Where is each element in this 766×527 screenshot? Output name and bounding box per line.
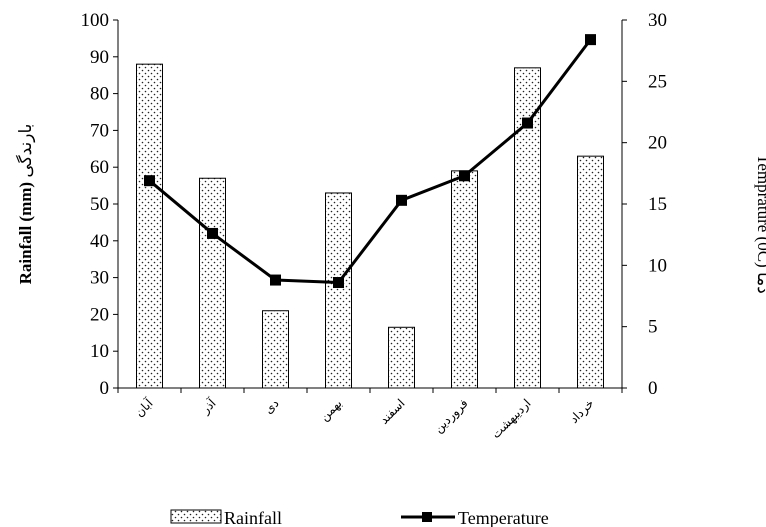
category-label: آذر bbox=[197, 395, 220, 418]
left-tick-label: 10 bbox=[90, 341, 109, 362]
right-tick-label: 5 bbox=[648, 317, 658, 338]
temperature-point bbox=[459, 170, 470, 182]
left-tick-label: 60 bbox=[90, 157, 109, 178]
right-tick-label: 0 bbox=[648, 378, 658, 399]
left-tick-label: 80 bbox=[90, 84, 109, 105]
right-axis-title-english: Temprature (0C) bbox=[754, 154, 766, 272]
left-tick-label: 30 bbox=[90, 268, 109, 289]
right-axis-title-persian: دما bbox=[754, 272, 766, 294]
left-axis-title: Rainfall (mm) بارندگی bbox=[15, 124, 36, 285]
temperature-point bbox=[144, 175, 155, 187]
left-tick-label: 50 bbox=[90, 194, 109, 215]
left-tick-label: 0 bbox=[100, 378, 110, 399]
left-tick-label: 90 bbox=[90, 47, 109, 68]
temperature-point bbox=[207, 227, 218, 239]
axis-titles: Rainfall (mm) بارندگی Temprature (0C) دما bbox=[15, 124, 766, 294]
temperature-line bbox=[148, 38, 592, 285]
legend-rainfall-swatch bbox=[170, 509, 222, 524]
right-axis-title: Temprature (0C) دما bbox=[754, 154, 766, 294]
left-axis-title-persian: بارندگی bbox=[15, 124, 36, 178]
temperature-point bbox=[585, 34, 596, 46]
left-tick-label: 40 bbox=[90, 231, 109, 252]
left-axis-title-english: Rainfall (mm) bbox=[16, 178, 35, 285]
rainfall-bar bbox=[136, 63, 163, 389]
legend-rainfall-label: Rainfall bbox=[224, 508, 282, 527]
category-label: آبان bbox=[131, 395, 156, 420]
category-label: فروردین bbox=[431, 396, 471, 436]
rainfall-bar bbox=[388, 326, 415, 389]
category-label: دی bbox=[261, 396, 281, 416]
temperature-point bbox=[396, 194, 407, 206]
temperature-point bbox=[270, 274, 281, 286]
right-tick-label: 30 bbox=[648, 10, 667, 31]
rainfall-bar bbox=[451, 170, 478, 389]
temperature-point bbox=[333, 277, 344, 289]
rainfall-bar bbox=[325, 192, 352, 389]
left-tick-label: 100 bbox=[81, 10, 110, 31]
legend-temperature-marker bbox=[422, 512, 432, 522]
category-label: بهمن bbox=[317, 396, 345, 424]
legend-temperature-label: Temperature bbox=[458, 508, 549, 527]
rainfall-bar bbox=[577, 155, 604, 389]
legend: Rainfall Temperature bbox=[170, 508, 549, 527]
rainfall-bar bbox=[514, 67, 541, 389]
right-tick-label: 25 bbox=[648, 71, 667, 92]
left-tick-label: 70 bbox=[90, 120, 109, 141]
rainfall-bar bbox=[262, 310, 289, 389]
temperature-point bbox=[522, 117, 533, 129]
rainfall-bar bbox=[199, 177, 226, 389]
category-label: خرداد bbox=[567, 396, 597, 426]
right-tick-label: 10 bbox=[648, 255, 667, 276]
category-label: اردیبهشت bbox=[489, 396, 535, 442]
right-tick-label: 15 bbox=[648, 194, 667, 215]
category-label: اسفند bbox=[377, 396, 408, 427]
plot-area: 0 10 20 30 40 50 60 70 80 90 100 0 5 10 15 20 25 30 آبان آذ… bbox=[81, 10, 668, 442]
left-tick-label: 20 bbox=[90, 304, 109, 325]
right-tick-label: 20 bbox=[648, 133, 667, 154]
